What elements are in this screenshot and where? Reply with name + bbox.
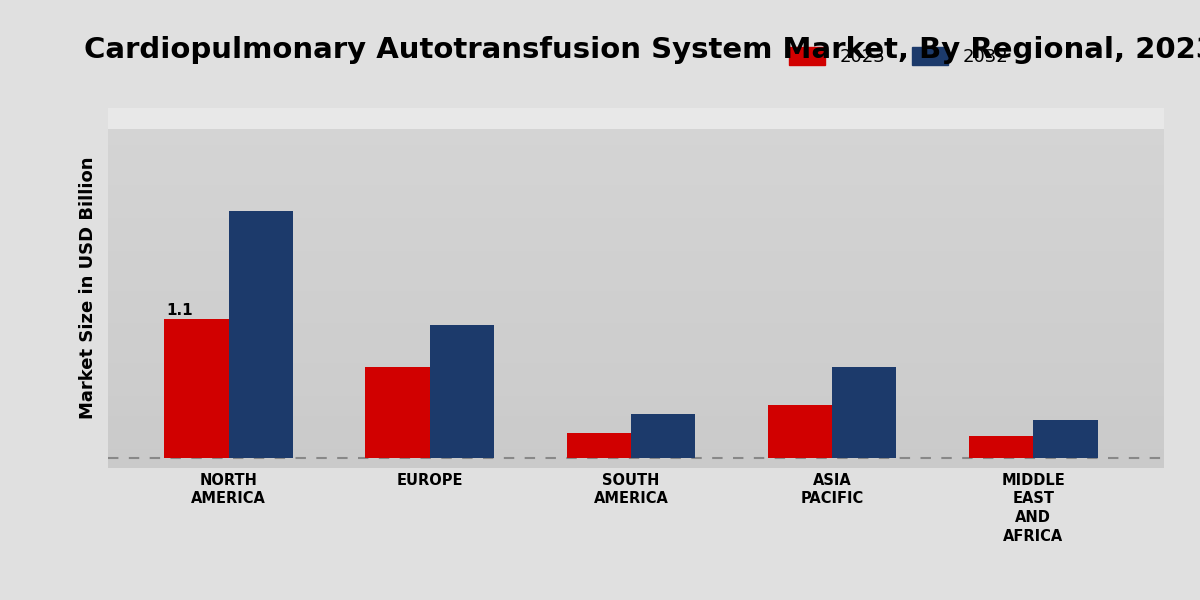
Bar: [631, 413, 695, 458]
Bar: [1033, 420, 1098, 458]
Bar: [430, 325, 494, 458]
Bar: [229, 211, 293, 458]
Y-axis label: Market Size in USD Billion: Market Size in USD Billion: [79, 157, 97, 419]
Text: 1.1: 1.1: [167, 302, 193, 317]
Bar: [768, 405, 832, 458]
Bar: [968, 436, 1033, 458]
Text: Cardiopulmonary Autotransfusion System Market, By Regional, 2023 & 2032: Cardiopulmonary Autotransfusion System M…: [84, 36, 1200, 64]
Legend: 2023, 2032: 2023, 2032: [780, 38, 1018, 75]
Bar: [366, 367, 430, 458]
Bar: [164, 319, 229, 458]
Bar: [832, 367, 896, 458]
Bar: [566, 433, 631, 458]
